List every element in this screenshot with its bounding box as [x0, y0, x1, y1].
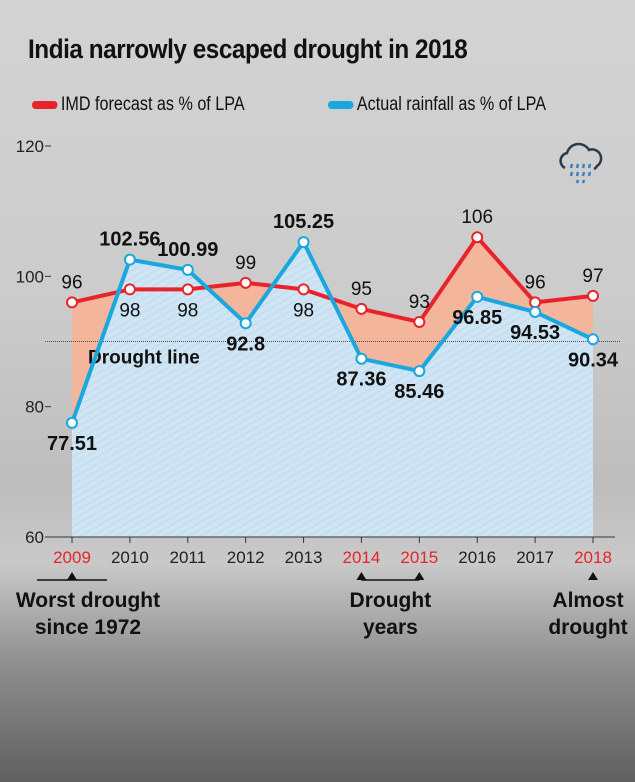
forecast-data-label: 98 — [119, 300, 140, 321]
actual-point — [123, 253, 136, 266]
x-tick-label: 2009 — [53, 548, 91, 567]
x-tick-label: 2012 — [227, 548, 265, 567]
forecast-data-label: 95 — [351, 279, 372, 300]
rain-cloud-icon — [559, 142, 603, 184]
forecast-data-label: 98 — [177, 300, 198, 321]
legend-swatch — [328, 101, 354, 109]
forecast-point — [123, 283, 136, 296]
forecast-data-label: 99 — [235, 253, 256, 274]
annotation-marker — [67, 572, 77, 580]
actual-point — [239, 317, 252, 330]
forecast-point — [297, 283, 310, 296]
y-tick-label: 100 — [16, 267, 44, 286]
actual-data-label: 77.51 — [47, 433, 97, 455]
forecast-data-label: 96 — [525, 272, 546, 293]
legend-label: Actual rainfall as % of LPA — [356, 94, 547, 115]
forecast-point — [413, 315, 426, 328]
forecast-point — [529, 296, 542, 309]
x-tick-label: 2010 — [111, 548, 149, 567]
forecast-data-label: 98 — [293, 300, 314, 321]
actual-point — [355, 352, 368, 365]
actual-data-label: 100.99 — [157, 239, 218, 261]
x-tick-label: 2011 — [169, 548, 206, 567]
actual-line — [70, 240, 594, 424]
x-tick-label: 2013 — [285, 548, 323, 567]
annotation-marker — [414, 572, 425, 580]
actual-data-label: 87.36 — [336, 369, 386, 391]
actual-point — [471, 290, 484, 303]
actual-point — [587, 333, 599, 346]
forecast-point — [66, 296, 78, 309]
x-tick-label: 2017 — [516, 548, 554, 567]
legend-item-actual: Actual rainfall as % of LPA — [328, 94, 546, 116]
forecast-point — [181, 283, 194, 296]
x-tick-label: 2015 — [400, 548, 438, 567]
y-tick-label: 120 — [16, 137, 44, 156]
x-tick-label: 2018 — [574, 548, 612, 567]
annotation-text: Almost — [552, 589, 623, 612]
actual-data-label: 90.34 — [568, 349, 619, 371]
annotation-marker — [588, 572, 598, 580]
forecast-data-label: 106 — [461, 207, 493, 228]
forecast-point — [587, 289, 599, 302]
legend-label: IMD forecast as % of LPA — [60, 94, 245, 115]
actual-data-label: 102.56 — [99, 229, 160, 251]
actual-point — [529, 305, 542, 318]
annotation-text: drought — [548, 616, 627, 639]
annotation-text: since 1972 — [35, 616, 141, 639]
actual-data-label: 94.53 — [510, 322, 560, 344]
actual-point — [181, 263, 194, 276]
forecast-point — [355, 302, 368, 315]
x-tick-label: 2016 — [458, 548, 496, 567]
actual-data-label: 105.25 — [273, 211, 334, 233]
forecast-point — [239, 276, 252, 289]
x-tick-label: 2014 — [343, 548, 381, 567]
annotation-text: years — [363, 616, 418, 639]
y-tick-label: 60 — [25, 528, 44, 547]
forecast-point — [471, 231, 484, 244]
y-tick-label: 80 — [25, 398, 44, 417]
annotation-text: Worst drought — [16, 589, 160, 612]
annotation-text: Drought — [350, 589, 432, 612]
actual-data-label: 96.85 — [452, 307, 502, 329]
forecast-data-label: 93 — [409, 292, 430, 313]
actual-data-label: 92.8 — [226, 333, 265, 355]
legend-item-forecast: IMD forecast as % of LPA — [32, 94, 245, 116]
actual-point — [66, 416, 78, 429]
annotation-marker — [356, 572, 367, 580]
actual-data-label: 85.46 — [394, 381, 444, 403]
forecast-data-label: 97 — [582, 266, 603, 287]
actual-point — [413, 365, 426, 378]
drought-line-label: Drought line — [88, 348, 200, 369]
forecast-data-label: 96 — [61, 272, 82, 293]
chart-title: India narrowly escaped drought in 2018 — [28, 34, 468, 64]
legend-swatch — [32, 101, 58, 109]
actual-point — [297, 236, 310, 249]
